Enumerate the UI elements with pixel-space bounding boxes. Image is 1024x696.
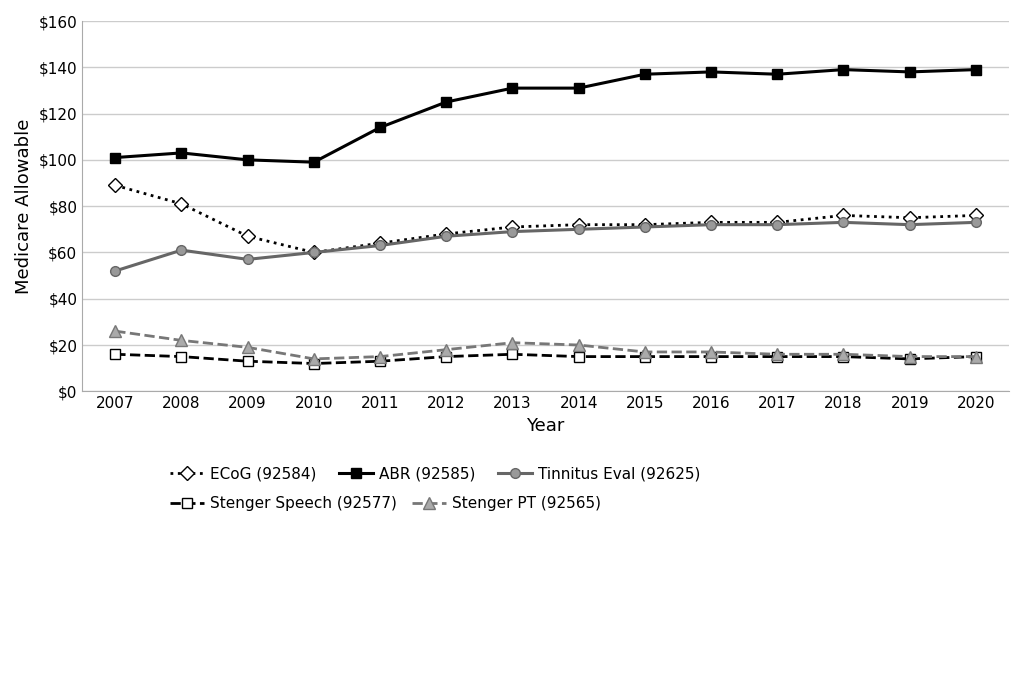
ABR (92585) (903, 68, 915, 76)
Tinnitus Eval (92625) (639, 223, 651, 231)
Stenger Speech (92577) (838, 352, 850, 361)
ECoG (92584) (639, 221, 651, 229)
Stenger Speech (92577) (440, 352, 453, 361)
ECoG (92584) (374, 239, 386, 247)
ABR (92585) (970, 65, 982, 74)
ECoG (92584) (771, 218, 783, 226)
ECoG (92584) (440, 230, 453, 238)
ECoG (92584) (308, 248, 321, 257)
Tinnitus Eval (92625) (771, 221, 783, 229)
Stenger PT (92565) (771, 350, 783, 358)
Tinnitus Eval (92625) (838, 218, 850, 226)
Stenger Speech (92577) (242, 357, 254, 365)
Legend: Stenger Speech (92577), Stenger PT (92565): Stenger Speech (92577), Stenger PT (9256… (164, 490, 607, 517)
ECoG (92584) (970, 211, 982, 219)
ABR (92585) (572, 84, 585, 93)
ECoG (92584) (242, 232, 254, 240)
Stenger Speech (92577) (110, 350, 122, 358)
Tinnitus Eval (92625) (110, 267, 122, 275)
Stenger PT (92565) (639, 348, 651, 356)
ECoG (92584) (838, 211, 850, 219)
ECoG (92584) (110, 181, 122, 189)
Stenger Speech (92577) (639, 352, 651, 361)
Stenger PT (92565) (572, 341, 585, 349)
ECoG (92584) (705, 218, 717, 226)
ECoG (92584) (572, 221, 585, 229)
Line: ABR (92585): ABR (92585) (111, 65, 981, 167)
ECoG (92584) (506, 223, 518, 231)
ABR (92585) (308, 158, 321, 166)
X-axis label: Year: Year (526, 417, 565, 435)
Tinnitus Eval (92625) (506, 228, 518, 236)
Line: Stenger Speech (92577): Stenger Speech (92577) (111, 349, 981, 368)
Stenger Speech (92577) (771, 352, 783, 361)
ABR (92585) (771, 70, 783, 79)
Tinnitus Eval (92625) (903, 221, 915, 229)
ABR (92585) (506, 84, 518, 93)
Stenger PT (92565) (440, 345, 453, 354)
Tinnitus Eval (92625) (440, 232, 453, 240)
ABR (92585) (242, 156, 254, 164)
Stenger PT (92565) (175, 336, 187, 345)
Stenger PT (92565) (903, 352, 915, 361)
Line: ECoG (92584): ECoG (92584) (111, 180, 981, 258)
Tinnitus Eval (92625) (970, 218, 982, 226)
Stenger Speech (92577) (374, 357, 386, 365)
Stenger Speech (92577) (506, 350, 518, 358)
Stenger Speech (92577) (175, 352, 187, 361)
Tinnitus Eval (92625) (374, 242, 386, 250)
Stenger PT (92565) (308, 355, 321, 363)
ABR (92585) (110, 153, 122, 161)
ABR (92585) (374, 123, 386, 132)
ECoG (92584) (903, 214, 915, 222)
Tinnitus Eval (92625) (572, 225, 585, 233)
Tinnitus Eval (92625) (175, 246, 187, 254)
Stenger PT (92565) (242, 343, 254, 351)
Stenger Speech (92577) (705, 352, 717, 361)
Stenger PT (92565) (838, 350, 850, 358)
Line: Stenger PT (92565): Stenger PT (92565) (110, 326, 981, 365)
Tinnitus Eval (92625) (308, 248, 321, 257)
ABR (92585) (440, 98, 453, 106)
Stenger PT (92565) (705, 348, 717, 356)
Stenger PT (92565) (374, 352, 386, 361)
Stenger Speech (92577) (970, 352, 982, 361)
Stenger Speech (92577) (308, 359, 321, 367)
Stenger PT (92565) (506, 338, 518, 347)
Y-axis label: Medicare Allowable: Medicare Allowable (15, 118, 33, 294)
ABR (92585) (639, 70, 651, 79)
Tinnitus Eval (92625) (242, 255, 254, 264)
Stenger Speech (92577) (572, 352, 585, 361)
ABR (92585) (838, 65, 850, 74)
Stenger Speech (92577) (903, 355, 915, 363)
ABR (92585) (175, 149, 187, 157)
Stenger PT (92565) (110, 327, 122, 335)
Tinnitus Eval (92625) (705, 221, 717, 229)
ABR (92585) (705, 68, 717, 76)
Line: Tinnitus Eval (92625): Tinnitus Eval (92625) (111, 217, 981, 276)
Stenger PT (92565) (970, 352, 982, 361)
ECoG (92584) (175, 200, 187, 208)
